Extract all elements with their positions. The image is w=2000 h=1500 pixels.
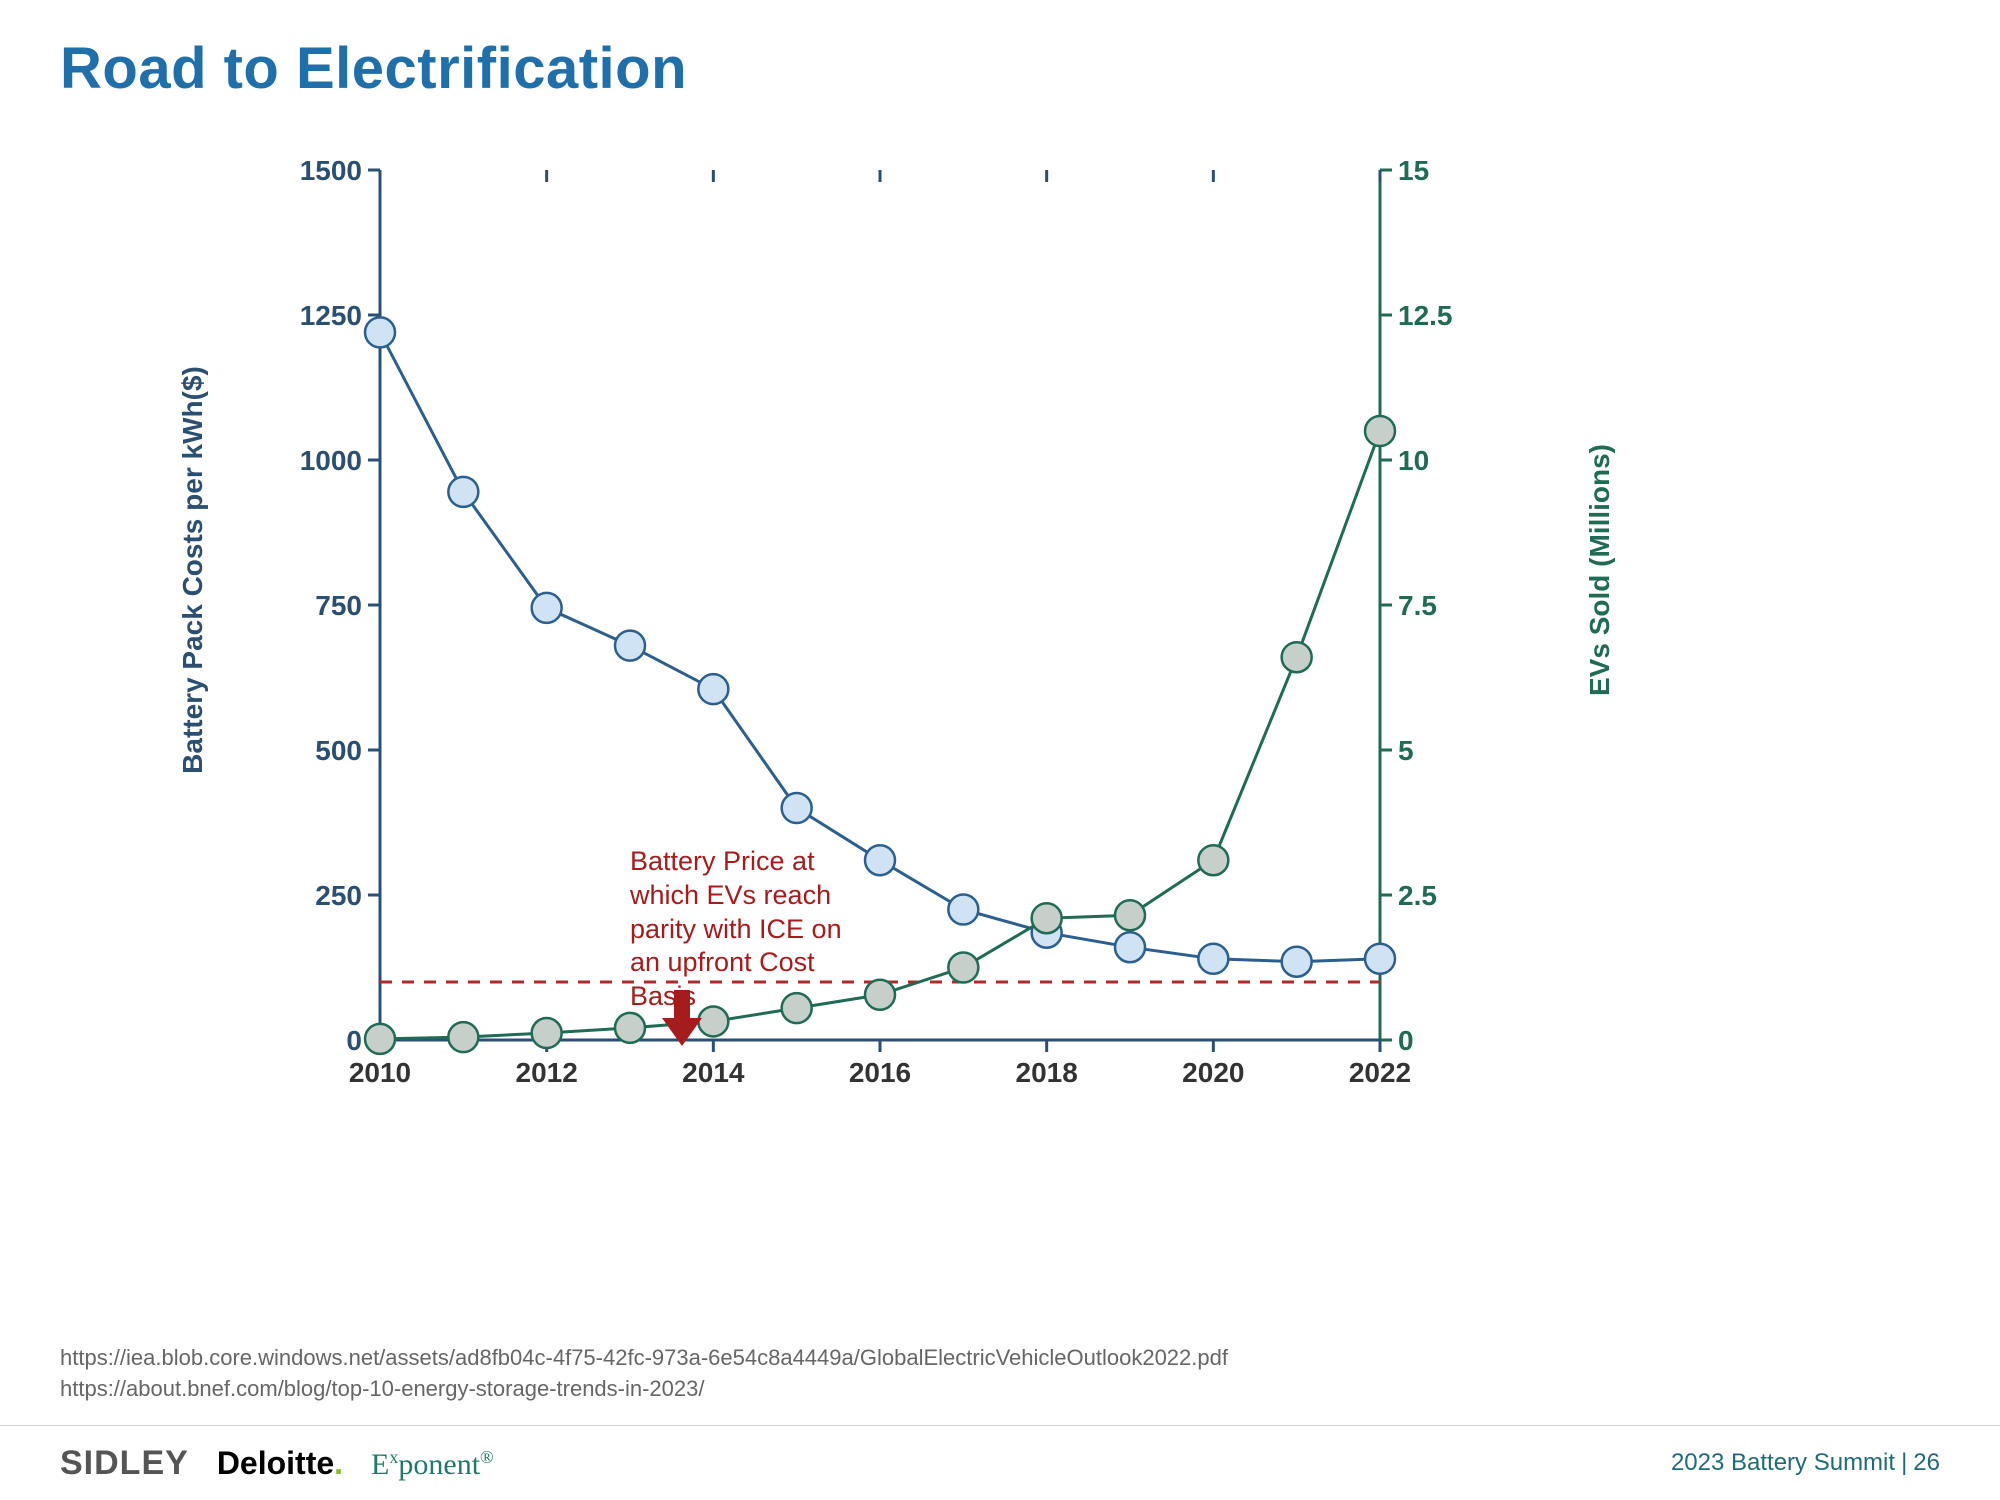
y-left-tick: 500 — [315, 735, 362, 766]
down-arrow-icon — [662, 1018, 702, 1046]
y-right-tick: 5 — [1398, 735, 1414, 766]
marker-battery-cost — [1115, 932, 1145, 962]
chart-container: 0 250 500 750 1000 1250 1500 0 2.5 5 7.5 10 12.5 15 20… — [230, 150, 1530, 1180]
marker-evs-sold — [1198, 845, 1228, 875]
marker-battery-cost — [532, 593, 562, 623]
dual-axis-chart: 0 250 500 750 1000 1250 1500 0 2.5 5 7.5 10 12.5 15 20… — [230, 150, 1530, 1180]
marker-battery-cost — [865, 845, 895, 875]
slide-footer: SIDLEY Deloitte. Exponent® 2023 Battery … — [0, 1425, 2000, 1500]
x-tick: 2022 — [1349, 1057, 1411, 1088]
event-name: 2023 Battery Summit — [1671, 1449, 1895, 1476]
series-line-evs-sold — [380, 431, 1380, 1039]
slide: Road to Electrification Battery Pack Cos… — [0, 0, 2000, 1500]
marker-battery-cost — [615, 631, 645, 661]
exponent-logo: Exponent® — [371, 1447, 494, 1482]
y-left-tick: 1000 — [300, 445, 362, 476]
deloitte-logo: Deloitte. — [217, 1445, 343, 1482]
y-right-tick: 15 — [1398, 155, 1429, 186]
y-right-tick: 0 — [1398, 1025, 1414, 1056]
marker-battery-cost — [448, 477, 478, 507]
x-tick: 2012 — [516, 1057, 578, 1088]
y-left-tick: 1250 — [300, 300, 362, 331]
x-tick: 2018 — [1016, 1057, 1078, 1088]
marker-evs-sold — [1365, 416, 1395, 446]
y-right-tick: 12.5 — [1398, 300, 1453, 331]
y-left-tick: 0 — [346, 1025, 362, 1056]
marker-battery-cost — [948, 895, 978, 925]
marker-battery-cost — [782, 793, 812, 823]
marker-battery-cost — [698, 674, 728, 704]
marker-evs-sold — [448, 1022, 478, 1052]
marker-battery-cost — [1282, 947, 1312, 977]
footer-right: 2023 Battery Summit|26 — [1671, 1449, 1940, 1477]
y-right-tick: 7.5 — [1398, 590, 1437, 621]
marker-battery-cost — [365, 317, 395, 347]
marker-battery-cost — [1365, 944, 1395, 974]
page-number: 26 — [1913, 1449, 1940, 1476]
marker-evs-sold — [1032, 903, 1062, 933]
sidley-logo: SIDLEY — [60, 1444, 189, 1483]
y-right-axis-label: EVs Sold (Millions) — [1584, 444, 1616, 696]
marker-evs-sold — [865, 980, 895, 1010]
y-right-tick: 2.5 — [1398, 880, 1437, 911]
source-link: https://about.bnef.com/blog/top-10-energ… — [60, 1374, 1228, 1405]
source-link: https://iea.blob.core.windows.net/assets… — [60, 1343, 1228, 1374]
x-tick: 2010 — [349, 1057, 411, 1088]
source-citations: https://iea.blob.core.windows.net/assets… — [60, 1343, 1228, 1405]
x-tick: 2016 — [849, 1057, 911, 1088]
marker-evs-sold — [365, 1024, 395, 1054]
marker-evs-sold — [1282, 642, 1312, 672]
y-right-tick: 10 — [1398, 445, 1429, 476]
marker-evs-sold — [532, 1018, 562, 1048]
y-left-axis-label: Battery Pack Costs per kWh($) — [177, 366, 209, 774]
y-left-tick: 750 — [315, 590, 362, 621]
marker-evs-sold — [615, 1013, 645, 1043]
marker-battery-cost — [1198, 944, 1228, 974]
marker-evs-sold — [948, 953, 978, 983]
x-tick: 2020 — [1182, 1057, 1244, 1088]
x-tick: 2014 — [682, 1057, 745, 1088]
y-left-tick: 1500 — [300, 155, 362, 186]
slide-title: Road to Electrification — [60, 35, 687, 102]
y-left-tick: 250 — [315, 880, 362, 911]
parity-annotation: Battery Price atwhich EVs reachparity wi… — [630, 845, 842, 1014]
footer-logos: SIDLEY Deloitte. Exponent® — [60, 1444, 494, 1483]
marker-evs-sold — [1115, 900, 1145, 930]
